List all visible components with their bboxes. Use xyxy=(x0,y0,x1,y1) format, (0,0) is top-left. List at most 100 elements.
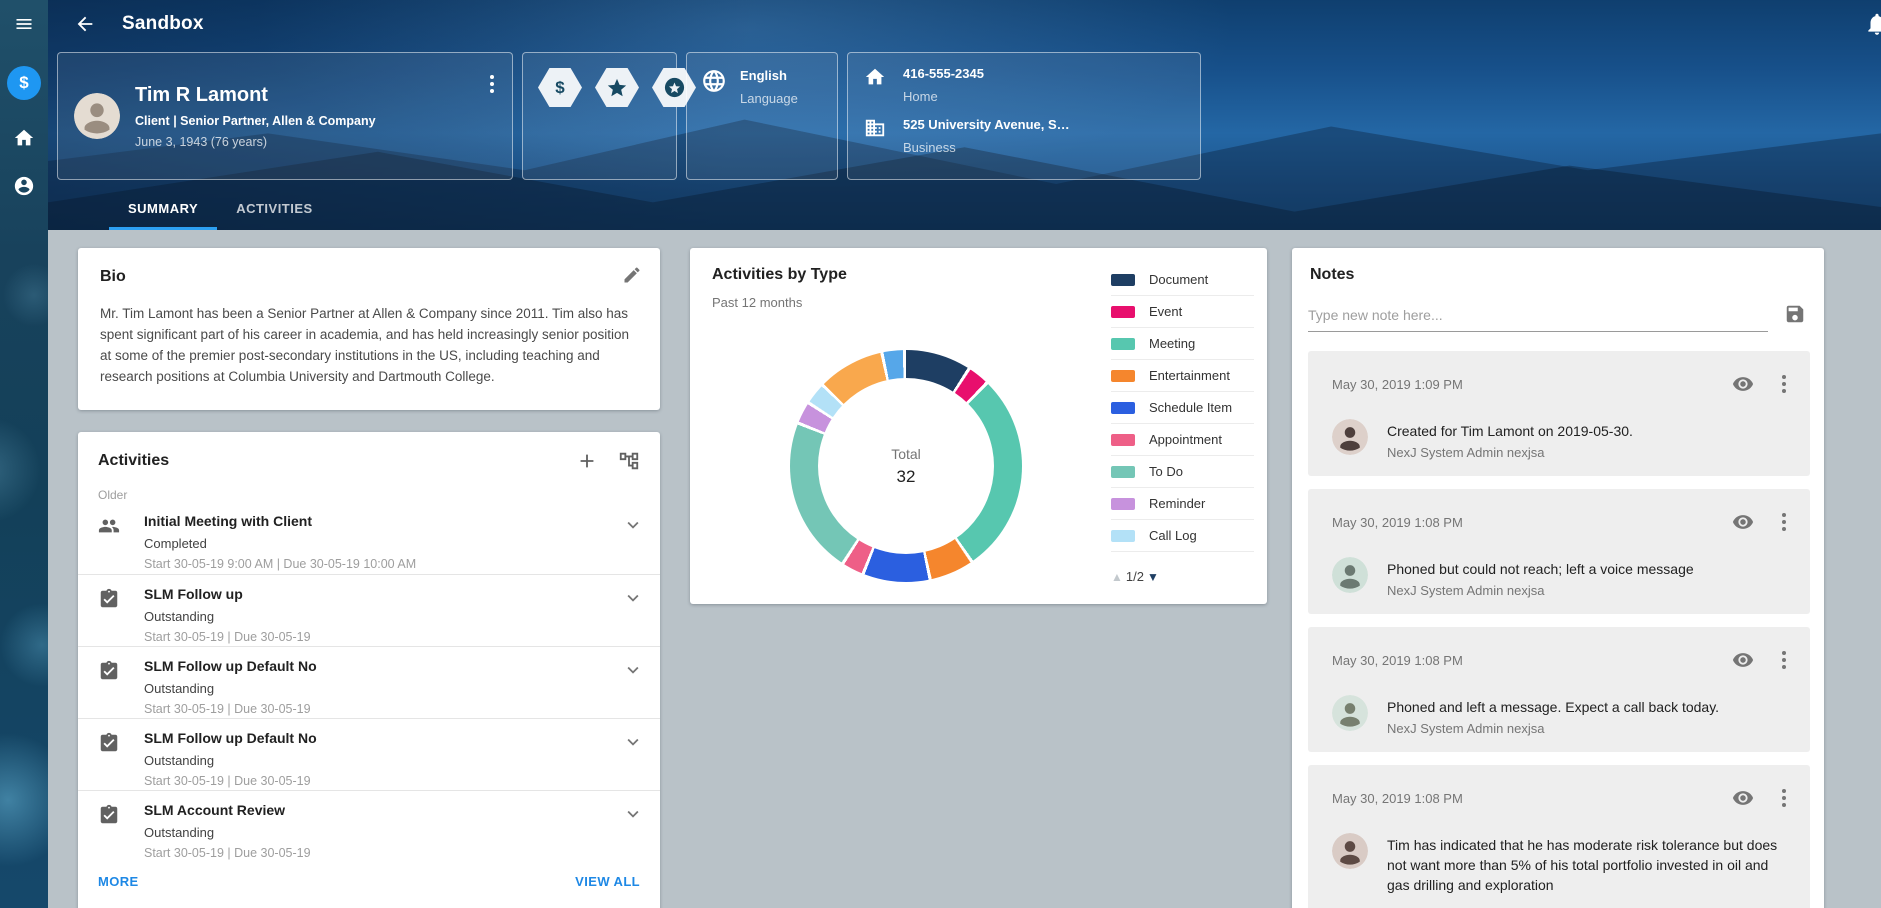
avatar xyxy=(1332,833,1368,869)
edit-pencil-icon[interactable] xyxy=(622,265,642,285)
language-label: Language xyxy=(740,91,798,106)
eye-icon[interactable] xyxy=(1732,373,1754,395)
tab-bar: SUMMARY ACTIVITIES xyxy=(109,201,332,230)
bell-icon[interactable] xyxy=(1864,11,1881,37)
donut-total-label: Total xyxy=(891,446,921,462)
legend-item[interactable]: Schedule Item xyxy=(1111,392,1254,424)
legend-item[interactable]: Appointment xyxy=(1111,424,1254,456)
address-value[interactable]: 525 University Avenue, S… xyxy=(903,117,1070,132)
note-body: Tim has indicated that he has moderate r… xyxy=(1332,833,1790,895)
avatar xyxy=(74,93,120,139)
note-text: Tim has indicated that he has moderate r… xyxy=(1387,835,1790,895)
activities-card: Activities Older Initial Meeting with Cl… xyxy=(78,432,660,908)
address-label: Business xyxy=(903,140,1070,155)
view-all-button[interactable]: VIEW ALL xyxy=(575,874,640,889)
chevron-down-icon[interactable] xyxy=(622,731,644,753)
legend-item[interactable]: To Do xyxy=(1111,456,1254,488)
legend-page-indicator: 1/2 xyxy=(1126,569,1144,584)
note-item: May 30, 2019 1:08 PMTim has indicated th… xyxy=(1308,765,1810,908)
activity-list-item[interactable]: SLM Follow up Default NoOutstandingStart… xyxy=(78,718,660,790)
note-timestamp: May 30, 2019 1:09 PM xyxy=(1332,377,1463,392)
note-text: Phoned and left a message. Expect a call… xyxy=(1387,697,1719,717)
app-sidebar: $ xyxy=(0,0,48,908)
legend-label: Meeting xyxy=(1149,336,1195,351)
legend-swatch xyxy=(1111,498,1135,510)
legend-item[interactable]: Event xyxy=(1111,296,1254,328)
new-note-input[interactable] xyxy=(1308,300,1768,332)
legend-item[interactable]: Entertainment xyxy=(1111,360,1254,392)
chevron-down-icon[interactable] xyxy=(622,514,644,536)
star-badge-icon xyxy=(595,68,639,107)
back-arrow-icon[interactable] xyxy=(74,13,96,35)
add-activity-plus-icon[interactable] xyxy=(576,450,598,472)
activity-dates: Start 30-05-19 | Due 30-05-19 xyxy=(144,774,640,788)
activity-status: Outstanding xyxy=(144,753,640,768)
note-body: Created for Tim Lamont on 2019-05-30.Nex… xyxy=(1332,419,1790,460)
dollar-icon: $ xyxy=(19,73,28,93)
note-text: Created for Tim Lamont on 2019-05-30. xyxy=(1387,421,1633,441)
bio-title: Bio xyxy=(100,268,638,286)
legend-label: Event xyxy=(1149,304,1182,319)
legend-page-down-icon[interactable]: ▼ xyxy=(1147,570,1159,584)
activities-list: Initial Meeting with ClientCompletedStar… xyxy=(78,502,660,862)
legend-swatch xyxy=(1111,402,1135,414)
activities-group-label: Older xyxy=(78,488,660,502)
note-header: May 30, 2019 1:09 PM xyxy=(1332,371,1790,397)
activity-list-item[interactable]: SLM Account ReviewOutstandingStart 30-05… xyxy=(78,790,660,862)
activity-status: Outstanding xyxy=(144,609,640,624)
menu-icon[interactable] xyxy=(0,6,48,42)
note-menu-kebab-icon[interactable] xyxy=(1778,785,1790,811)
note-menu-kebab-icon[interactable] xyxy=(1778,371,1790,397)
activity-list-item[interactable]: SLM Follow up Default NoOutstandingStart… xyxy=(78,646,660,718)
profile-menu-kebab-icon[interactable] xyxy=(486,71,498,97)
note-timestamp: May 30, 2019 1:08 PM xyxy=(1332,653,1463,668)
eye-icon[interactable] xyxy=(1732,511,1754,533)
chevron-down-icon[interactable] xyxy=(622,587,644,609)
bio-text: Mr. Tim Lamont has been a Senior Partner… xyxy=(100,303,638,387)
badges-card: $ xyxy=(522,52,677,180)
sidebar-item-home[interactable] xyxy=(0,118,48,158)
more-button[interactable]: MORE xyxy=(98,874,139,889)
legend-page-up-icon[interactable]: ▲ xyxy=(1111,570,1123,584)
legend-item[interactable]: Document xyxy=(1111,264,1254,296)
page-title: Sandbox xyxy=(122,13,204,35)
save-note-floppy-icon[interactable] xyxy=(1784,303,1806,325)
chevron-down-icon[interactable] xyxy=(622,659,644,681)
activity-dates: Start 30-05-19 9:00 AM | Due 30-05-19 10… xyxy=(144,557,640,571)
task-icon xyxy=(98,588,120,610)
activity-title: SLM Follow up xyxy=(144,586,640,602)
sidebar-item-finance[interactable]: $ xyxy=(7,66,41,100)
phone-value[interactable]: 416-555-2345 xyxy=(903,66,984,81)
contact-header: Sandbox Tim R Lamont Client | Senior Par… xyxy=(48,0,1881,230)
activity-list-item[interactable]: Initial Meeting with ClientCompletedStar… xyxy=(78,502,660,574)
notes-card: Notes May 30, 2019 1:09 PMCreated for Ti… xyxy=(1292,248,1824,908)
note-texts: Phoned and left a message. Expect a call… xyxy=(1387,695,1719,736)
legend-swatch xyxy=(1111,370,1135,382)
hierarchy-tree-icon[interactable] xyxy=(618,450,640,472)
note-timestamp: May 30, 2019 1:08 PM xyxy=(1332,515,1463,530)
contact-role: Client | Senior Partner, Allen & Company xyxy=(135,114,376,128)
main-content: Bio Mr. Tim Lamont has been a Senior Par… xyxy=(48,230,1881,908)
legend-swatch xyxy=(1111,306,1135,318)
legend-item[interactable]: Note xyxy=(1111,552,1254,562)
eye-icon[interactable] xyxy=(1732,649,1754,671)
tab-activities[interactable]: ACTIVITIES xyxy=(217,201,332,230)
tab-summary[interactable]: SUMMARY xyxy=(109,201,217,230)
activity-title: SLM Follow up Default No xyxy=(144,658,640,674)
note-menu-kebab-icon[interactable] xyxy=(1778,647,1790,673)
contact-birthdate: June 3, 1943 (76 years) xyxy=(135,135,376,149)
sidebar-item-account[interactable] xyxy=(0,166,48,206)
note-item: May 30, 2019 1:08 PM Phoned but could not… xyxy=(1308,489,1810,614)
notes-list: May 30, 2019 1:09 PM Created for Tim Lamo… xyxy=(1308,351,1810,908)
eye-icon[interactable] xyxy=(1732,787,1754,809)
note-text: Phoned but could not reach; left a voice… xyxy=(1387,559,1694,579)
legend-item[interactable]: Meeting xyxy=(1111,328,1254,360)
legend-item[interactable]: Reminder xyxy=(1111,488,1254,520)
activity-list-item[interactable]: SLM Follow upOutstandingStart 30-05-19 |… xyxy=(78,574,660,646)
task-icon xyxy=(98,660,120,682)
legend-item[interactable]: Call Log xyxy=(1111,520,1254,552)
note-menu-kebab-icon[interactable] xyxy=(1778,509,1790,535)
activity-title: Initial Meeting with Client xyxy=(144,513,640,529)
legend-pagination: ▲ 1/2 ▼ xyxy=(1111,569,1254,584)
chevron-down-icon[interactable] xyxy=(622,803,644,825)
